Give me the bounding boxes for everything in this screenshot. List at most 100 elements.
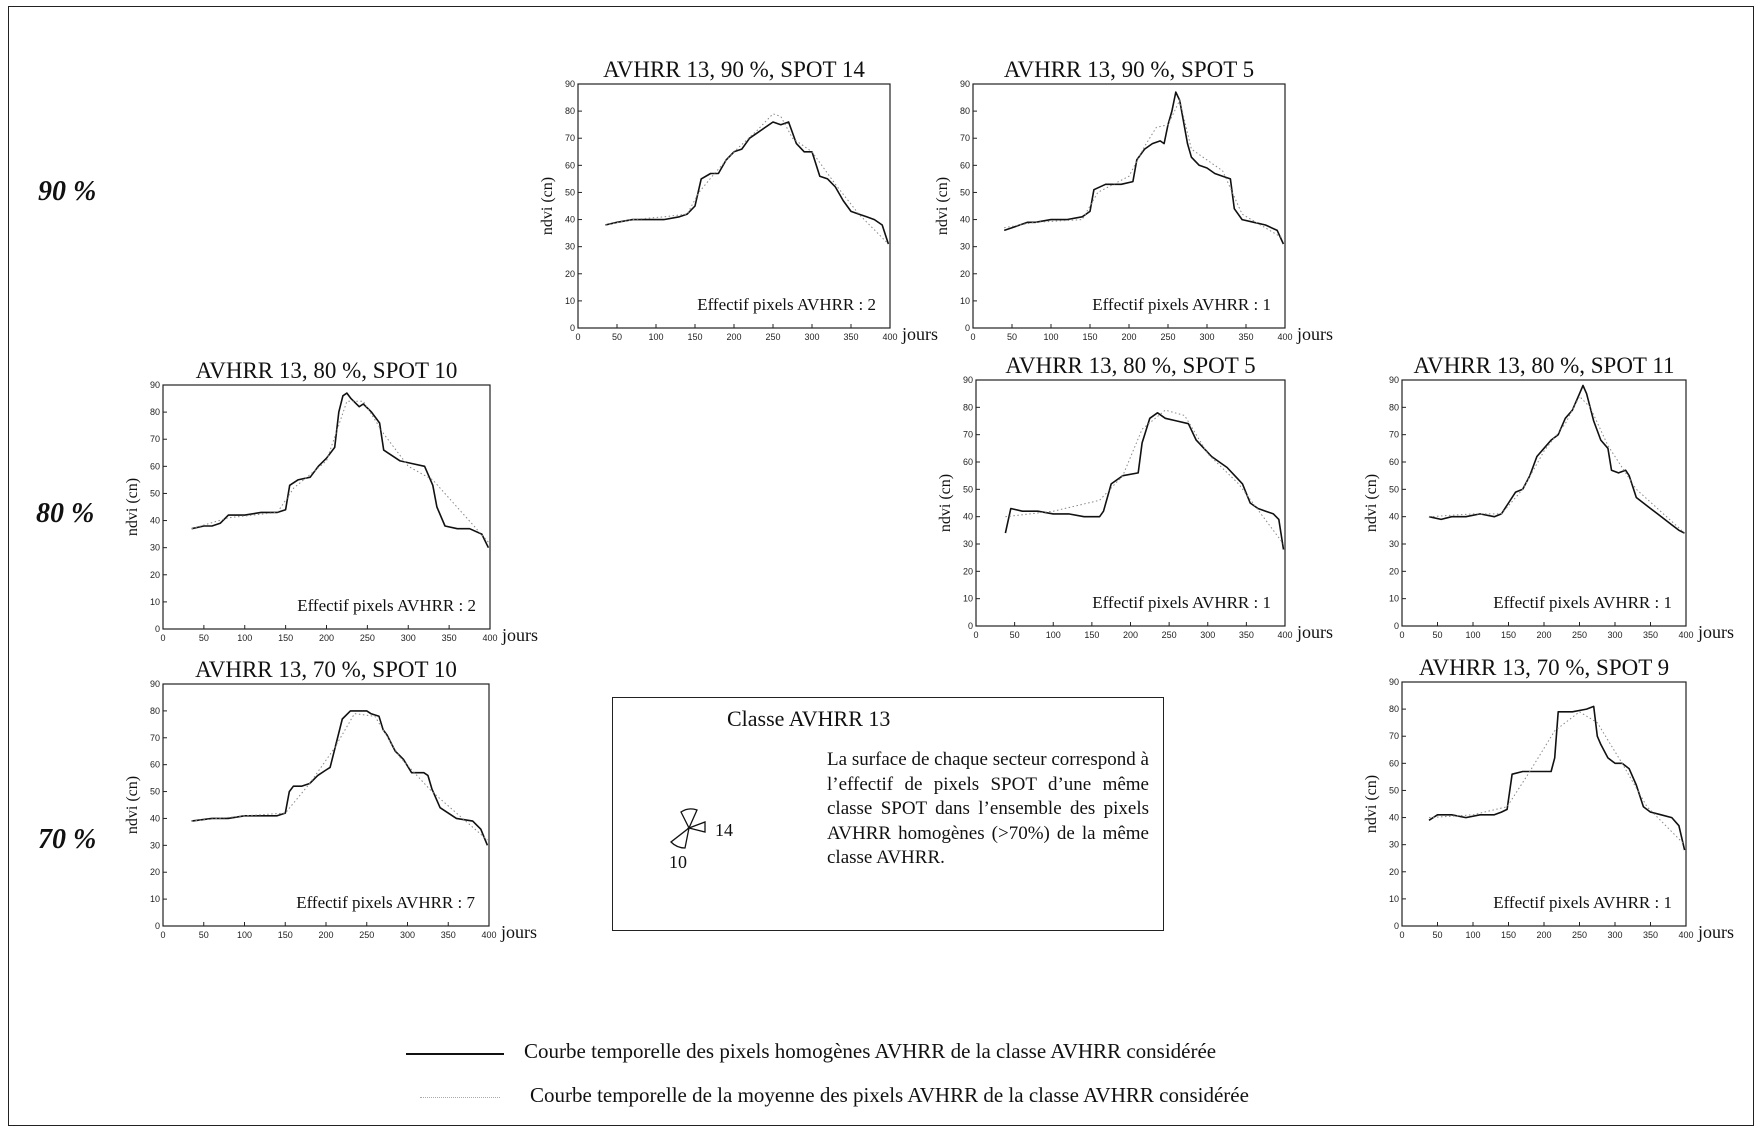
chart-title: AVHRR 13, 70 %, SPOT 9 (1419, 655, 1669, 680)
chart-svg: AVHRR 13, 90 %, SPOT 5 0 10 20 30 40 50 60 70 80 9… (934, 57, 1333, 344)
x-tick-label: 150 (1084, 630, 1099, 640)
x-tick-label: 400 (482, 633, 497, 643)
x-tick-label: 400 (1678, 630, 1693, 640)
chart-title: AVHRR 13, 80 %, SPOT 5 (1005, 353, 1255, 378)
x-axis-label: jours (501, 625, 538, 645)
y-tick-label: 10 (960, 296, 970, 306)
chart-panel: AVHRR 13, 90 %, SPOT 14 0 10 20 30 40 50 60 70 80… (518, 48, 950, 362)
x-tick-label: 50 (1010, 630, 1020, 640)
series-line-solid (605, 121, 890, 245)
y-tick-label: 70 (565, 133, 575, 143)
x-tick-label: 100 (1043, 332, 1058, 342)
key-dotted-line (420, 1097, 500, 1098)
y-tick-label: 0 (968, 621, 973, 631)
pixel-count-annotation: Effectif pixels AVHRR : 2 (297, 596, 476, 615)
chart-svg: AVHRR 13, 80 %, SPOT 10 0 10 20 30 40 50 60 70 80… (124, 358, 538, 645)
y-tick-label: 60 (150, 461, 160, 471)
chart-panel: AVHRR 13, 80 %, SPOT 5 0 10 20 30 40 50 60 70 80 9… (916, 344, 1345, 660)
x-tick-label: 200 (1536, 630, 1551, 640)
chart-title: AVHRR 13, 80 %, SPOT 11 (1414, 353, 1675, 378)
y-tick-label: 0 (155, 921, 160, 931)
y-tick-label: 80 (960, 106, 970, 116)
y-tick-label: 20 (960, 269, 970, 279)
x-axis-label: jours (901, 324, 938, 344)
x-tick-label: 50 (1432, 930, 1442, 940)
chart-svg: AVHRR 13, 80 %, SPOT 11 0 10 20 30 40 50 60 70 80… (1363, 353, 1734, 642)
x-tick-label: 50 (1007, 332, 1017, 342)
row-label-90: 90 % (38, 176, 97, 207)
plot-frame (162, 384, 491, 630)
x-tick-label: 0 (1399, 930, 1404, 940)
y-tick-label: 40 (960, 215, 970, 225)
y-axis-label: ndvi (cn) (934, 177, 951, 235)
y-tick-label: 70 (1389, 430, 1399, 440)
y-tick-label: 20 (565, 269, 575, 279)
x-tick-label: 250 (360, 633, 375, 643)
y-tick-label: 50 (963, 484, 973, 494)
x-axis-label: jours (500, 922, 537, 942)
y-axis-label: ndvi (cn) (1363, 474, 1380, 532)
x-tick-label: 250 (1162, 630, 1177, 640)
y-tick-label: 20 (1389, 566, 1399, 576)
y-tick-label: 50 (150, 488, 160, 498)
chart-panel: AVHRR 13, 90 %, SPOT 5 0 10 20 30 40 50 60 70 80 9… (913, 48, 1345, 362)
x-tick-label: 300 (1607, 930, 1622, 940)
x-tick-label: 100 (1046, 630, 1061, 640)
pie-sector-a (680, 808, 698, 830)
y-tick-label: 20 (963, 566, 973, 576)
y-tick-label: 40 (1389, 813, 1399, 823)
x-tick-label: 350 (1643, 630, 1658, 640)
x-tick-label: 100 (237, 930, 252, 940)
key-solid-line (406, 1053, 504, 1055)
y-tick-label: 0 (570, 323, 575, 333)
chart-panel: AVHRR 13, 80 %, SPOT 11 0 10 20 30 40 50 60 70 80… (1342, 344, 1746, 660)
y-tick-label: 30 (565, 242, 575, 252)
x-tick-label: 400 (1678, 930, 1693, 940)
y-tick-label: 30 (1389, 840, 1399, 850)
x-tick-label: 300 (804, 332, 819, 342)
x-tick-label: 400 (1277, 332, 1292, 342)
pixel-count-annotation: Effectif pixels AVHRR : 1 (1092, 593, 1271, 612)
y-tick-label: 30 (963, 539, 973, 549)
y-tick-label: 10 (1389, 894, 1399, 904)
plot-frame (975, 379, 1286, 627)
x-tick-label: 150 (687, 332, 702, 342)
x-tick-label: 200 (1121, 332, 1136, 342)
x-tick-label: 100 (1465, 630, 1480, 640)
y-tick-label: 40 (565, 215, 575, 225)
y-axis-label: ndvi (cn) (1363, 775, 1380, 833)
series-line-solid (1428, 705, 1686, 851)
chart-svg: AVHRR 13, 80 %, SPOT 5 0 10 20 30 40 50 60 70 80 9… (937, 353, 1333, 642)
chart-svg: AVHRR 13, 70 %, SPOT 10 0 10 20 30 40 50 60 70 80… (124, 657, 537, 942)
y-tick-label: 80 (565, 106, 575, 116)
x-tick-label: 200 (1536, 930, 1551, 940)
x-tick-label: 350 (1238, 332, 1253, 342)
y-axis-label: ndvi (cn) (124, 776, 141, 834)
chart-panel: AVHRR 13, 70 %, SPOT 10 0 10 20 30 40 50 60 70 80… (103, 648, 549, 960)
key-dotted-label: Courbe temporelle de la moyenne des pixe… (530, 1083, 1249, 1107)
series-line-dotted (605, 113, 889, 245)
x-tick-label: 200 (318, 930, 333, 940)
x-tick-label: 250 (359, 930, 374, 940)
y-tick-label: 90 (150, 380, 160, 390)
y-tick-label: 50 (1389, 484, 1399, 494)
y-tick-label: 10 (963, 594, 973, 604)
y-tick-label: 90 (565, 79, 575, 89)
chart-title: AVHRR 13, 90 %, SPOT 5 (1004, 57, 1254, 82)
y-tick-label: 10 (150, 597, 160, 607)
series-line-solid (1428, 384, 1685, 534)
pie-label-14: 14 (715, 820, 733, 840)
pie-label-10: 10 (669, 852, 687, 872)
chart-title: AVHRR 13, 90 %, SPOT 14 (603, 57, 865, 82)
y-tick-label: 60 (1389, 758, 1399, 768)
y-axis-label: ndvi (cn) (539, 177, 556, 235)
y-tick-label: 20 (1389, 867, 1399, 877)
y-tick-label: 60 (150, 760, 160, 770)
x-tick-label: 100 (1465, 930, 1480, 940)
x-tick-label: 250 (1160, 332, 1175, 342)
series-line-dotted (1005, 409, 1284, 545)
series-line-solid (1004, 412, 1285, 550)
y-axis-label: ndvi (cn) (937, 474, 954, 532)
x-tick-label: 200 (1123, 630, 1138, 640)
x-tick-label: 300 (400, 930, 415, 940)
